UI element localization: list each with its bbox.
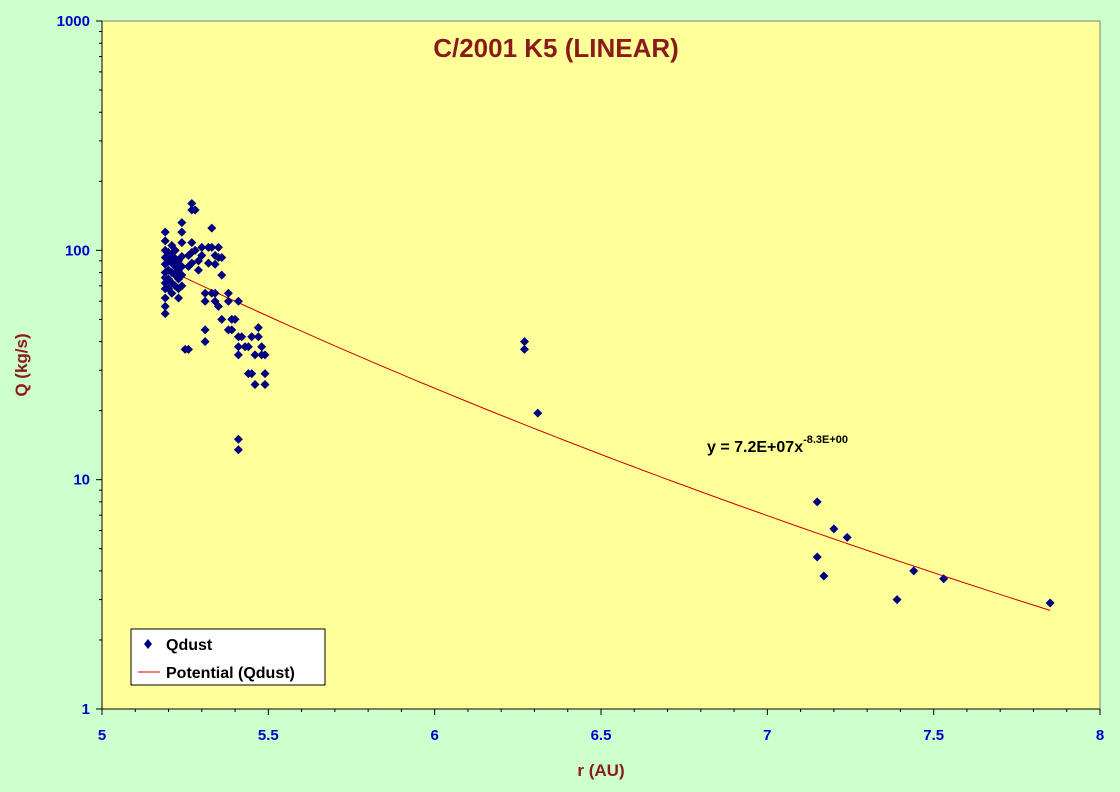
legend-box	[130, 628, 326, 686]
data-point	[842, 532, 852, 542]
data-point	[253, 332, 263, 342]
data-point	[174, 293, 184, 303]
data-point	[197, 242, 207, 252]
data-point	[190, 205, 200, 215]
data-point	[233, 445, 243, 455]
data-point	[1045, 598, 1055, 608]
data-point	[200, 325, 210, 335]
legend-label-qdust: Qdust	[166, 637, 213, 654]
data-point	[200, 296, 210, 306]
data-point	[223, 288, 233, 298]
x-tick-label: 8	[1096, 727, 1104, 744]
data-point	[260, 379, 270, 389]
trendline-layer	[168, 269, 1051, 611]
x-tick-label: 7.5	[923, 727, 944, 744]
data-point	[177, 281, 187, 291]
data-point	[223, 296, 233, 306]
data-point	[197, 250, 207, 260]
data-point	[519, 337, 529, 347]
data-point	[177, 227, 187, 237]
data-point	[250, 379, 260, 389]
y-axis-title: Q (kg/s)	[12, 333, 31, 396]
data-point	[183, 344, 193, 354]
data-point	[247, 369, 257, 379]
equation-base: y = 7.2E+07x	[707, 439, 803, 456]
data-point	[177, 270, 187, 280]
legend-marker-qdust	[144, 639, 152, 649]
data-point	[909, 566, 919, 576]
x-tick-label: 5	[98, 727, 106, 744]
y-tick-label: 1000	[57, 13, 90, 30]
chart-title: C/2001 K5 (LINEAR)	[433, 33, 679, 63]
data-point	[217, 253, 227, 263]
data-point	[160, 301, 170, 311]
data-point	[247, 332, 257, 342]
data-point	[193, 265, 203, 275]
data-points	[160, 199, 1055, 608]
x-axis-title: r (AU)	[577, 761, 624, 780]
data-point	[233, 342, 243, 352]
data-point	[177, 251, 187, 261]
data-point	[533, 408, 543, 418]
data-point	[177, 218, 187, 228]
data-point	[812, 497, 822, 507]
data-point	[207, 242, 217, 252]
x-axis: 5 5.5 6 6.5 7 7.5 8	[98, 708, 1104, 744]
plot-area	[101, 20, 1101, 710]
data-point	[260, 350, 270, 360]
data-point	[829, 524, 839, 534]
y-axis: 1 10 100 1000	[57, 13, 103, 718]
legend: Qdust Potential (Qdust)	[130, 628, 326, 686]
data-point	[253, 323, 263, 333]
data-point	[210, 288, 220, 298]
data-point	[213, 301, 223, 311]
y-tick-label: 1	[82, 701, 90, 718]
data-point	[203, 258, 213, 268]
trendline-equation: y = 7.2E+07x-8.3E+00	[707, 434, 848, 456]
data-point	[160, 309, 170, 319]
data-point	[213, 242, 223, 252]
x-tick-label: 7	[763, 727, 771, 744]
data-point	[200, 337, 210, 347]
data-point	[892, 595, 902, 605]
data-point	[167, 288, 177, 298]
data-point	[200, 288, 210, 298]
data-point	[939, 574, 949, 584]
data-point	[187, 238, 197, 248]
data-point	[160, 236, 170, 246]
data-point	[210, 259, 220, 269]
legend-label-potential: Potential (Qdust)	[166, 665, 295, 682]
y-tick-label: 10	[73, 472, 90, 489]
data-point	[519, 344, 529, 354]
x-tick-label: 6.5	[591, 727, 612, 744]
data-point	[207, 223, 217, 233]
data-point	[177, 238, 187, 248]
x-tick-label: 6	[430, 727, 438, 744]
data-point	[257, 342, 267, 352]
data-point	[160, 293, 170, 303]
data-point	[177, 262, 187, 272]
data-point	[160, 227, 170, 237]
data-point	[217, 270, 227, 280]
data-point	[243, 342, 253, 352]
data-point	[227, 325, 237, 335]
data-point	[233, 296, 243, 306]
data-point	[237, 332, 247, 342]
trendline-potential	[168, 269, 1051, 611]
data-point	[260, 369, 270, 379]
data-point	[187, 199, 197, 209]
equation-exponent: -8.3E+00	[803, 434, 848, 446]
data-point	[819, 571, 829, 581]
data-point	[250, 350, 260, 360]
data-point	[230, 314, 240, 324]
data-point	[233, 434, 243, 444]
data-point	[217, 314, 227, 324]
data-point	[190, 245, 200, 255]
data-point	[170, 245, 180, 255]
x-tick-label: 5.5	[258, 727, 279, 744]
data-point	[233, 350, 243, 360]
data-point	[812, 552, 822, 562]
y-tick-label: 100	[65, 242, 90, 259]
